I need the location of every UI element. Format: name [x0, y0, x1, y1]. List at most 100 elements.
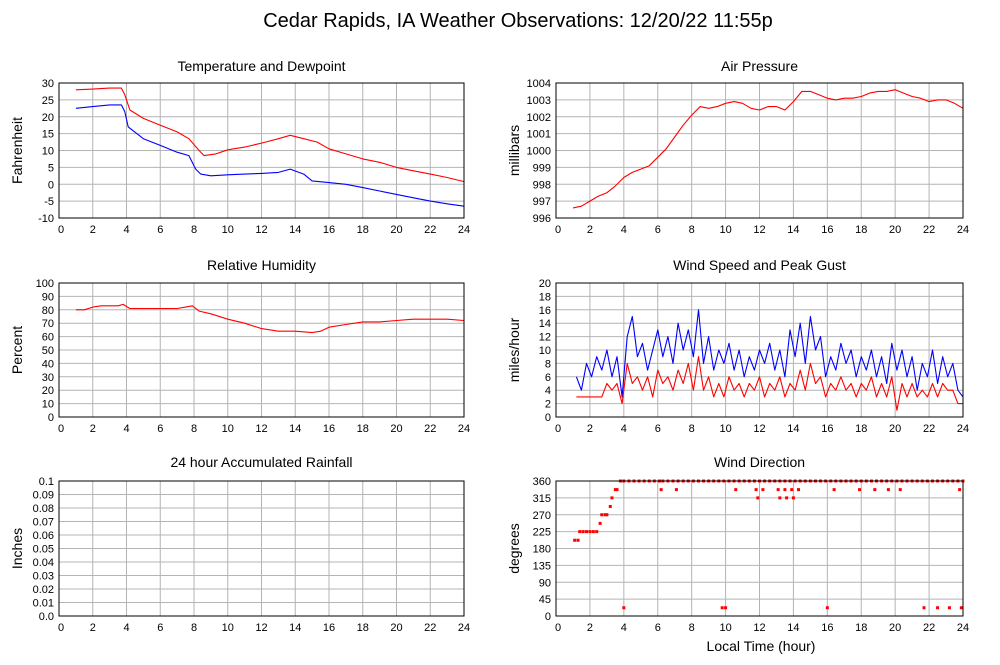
- dir-point: [595, 530, 599, 534]
- rain-y-tick-label: 0.04: [33, 557, 54, 569]
- temp-y-tick-label: 0: [48, 179, 54, 191]
- dir-x-tick-label: 4: [621, 622, 627, 634]
- wind-y-tick-label: 6: [545, 372, 551, 384]
- rain-x-tick-label: 8: [191, 622, 197, 634]
- rh-x-tick-label: 4: [123, 423, 129, 435]
- dir-point: [936, 606, 940, 610]
- dir-point: [588, 530, 592, 534]
- dir-y-tick-label: 225: [533, 527, 551, 539]
- dir-point: [720, 606, 724, 610]
- temp-frame: [58, 82, 465, 219]
- rain-x-tick-label: 14: [289, 622, 301, 634]
- temp-x-tick-label: 24: [458, 224, 470, 236]
- temp-x-tick-label: 22: [424, 224, 436, 236]
- temp-x-tick-label: 20: [390, 224, 402, 236]
- pres-y-tick-label: 1000: [527, 146, 551, 158]
- dir-point: [858, 488, 862, 492]
- dir-point: [947, 606, 951, 610]
- pres-title: Air Pressure: [721, 58, 798, 74]
- rain-x-tick-label: 10: [222, 622, 234, 634]
- rain-x-tick-label: 18: [357, 622, 369, 634]
- temp-series-line-1: [75, 104, 465, 207]
- pres-x-tick-label: 0: [555, 224, 561, 236]
- wind-y-tick-label: 18: [539, 291, 551, 303]
- dir-x-tick-label: 6: [655, 622, 661, 634]
- rh-x-tick-label: 22: [424, 423, 436, 435]
- rain-x-tick-label: 2: [90, 622, 96, 634]
- rain-y-tick-label: 0.08: [33, 503, 54, 515]
- rh-y-tick-label: 0: [48, 412, 54, 424]
- x-axis-label: Local Time (hour): [707, 638, 816, 654]
- pres-x-tick-label: 16: [821, 224, 833, 236]
- dir-point: [615, 488, 619, 492]
- dir-y-tick-label: 45: [539, 594, 551, 606]
- dir-x-tick-label: 14: [787, 622, 799, 634]
- pres-y-axis-label: millibars: [506, 125, 522, 176]
- wind-y-tick-label: 4: [545, 385, 551, 397]
- wind-y-tick-label: 10: [539, 345, 551, 357]
- dir-point: [576, 538, 580, 542]
- pres-y-tick-label: 1004: [527, 78, 551, 90]
- dir-point: [922, 606, 926, 610]
- temp-x-tick-label: 2: [90, 224, 96, 236]
- rh-x-tick-label: 12: [255, 423, 267, 435]
- dir-point: [674, 488, 678, 492]
- pres-x-tick-label: 6: [655, 224, 661, 236]
- wind-series-line-1: [576, 356, 963, 411]
- wind-series-line-0: [575, 309, 964, 398]
- pres-x-tick-label: 10: [719, 224, 731, 236]
- rain-y-tick-label: 0.01: [33, 598, 54, 610]
- dir-x-tick-label: 18: [855, 622, 867, 634]
- rh-y-tick-label: 80: [42, 305, 54, 317]
- temp-x-tick-label: 18: [357, 224, 369, 236]
- pres-x-tick-label: 4: [621, 224, 627, 236]
- dir-point: [756, 496, 760, 500]
- pres-x-tick-label: 18: [855, 224, 867, 236]
- dir-point: [598, 521, 602, 525]
- wind-x-tick-label: 4: [621, 423, 627, 435]
- pres-x-tick-label: 14: [787, 224, 799, 236]
- wind-x-tick-label: 10: [719, 423, 731, 435]
- dir-title: Wind Direction: [714, 454, 805, 470]
- rh-y-tick-label: 100: [36, 278, 54, 290]
- dir-point: [724, 606, 728, 610]
- pres-series-line-0: [572, 89, 964, 209]
- dir-point: [610, 496, 614, 500]
- pres-x-tick-label: 20: [889, 224, 901, 236]
- temp-y-tick-label: 15: [42, 129, 54, 141]
- rain-y-axis-label: Inches: [9, 528, 25, 569]
- rain-panel: 2 4 6 8 10 12 14 16 18 20 22 2400.00.010.020.030.04…: [9, 454, 470, 634]
- temp-x-tick-label: 14: [289, 224, 301, 236]
- rain-x-tick-label: 12: [255, 622, 267, 634]
- rh-x-tick-label: 18: [357, 423, 369, 435]
- wind-y-tick-label: 0: [545, 412, 551, 424]
- dir-frame: [555, 480, 964, 617]
- rain-y-tick-label: 0.07: [33, 517, 54, 529]
- wind-x-tick-label: 20: [889, 423, 901, 435]
- rain-title: 24 hour Accumulated Rainfall: [170, 454, 352, 470]
- dir-point: [734, 488, 738, 492]
- pres-y-tick-label: 997: [533, 196, 551, 208]
- temp-x-tick-label: 10: [222, 224, 234, 236]
- dir-point: [825, 606, 829, 610]
- dir-y-tick-label: 180: [533, 544, 551, 556]
- dir-x-tick-label: 22: [923, 622, 935, 634]
- temp-x-tick-label: 16: [323, 224, 335, 236]
- pres-x-tick-label: 8: [689, 224, 695, 236]
- rain-x-tick-label: 22: [424, 622, 436, 634]
- pres-y-tick-label: 1001: [527, 129, 551, 141]
- dir-x-tick-label: 12: [753, 622, 765, 634]
- dir-point: [873, 488, 877, 492]
- rain-x-tick-label: 24: [458, 622, 470, 634]
- dir-point: [659, 488, 663, 492]
- dir-point: [778, 496, 782, 500]
- rh-x-tick-label: 2: [90, 423, 96, 435]
- dir-point: [603, 513, 607, 517]
- dir-point: [754, 488, 758, 492]
- dir-x-tick-label: 2: [587, 622, 593, 634]
- rh-x-tick-label: 0: [58, 423, 64, 435]
- rh-frame: [58, 282, 465, 418]
- rh-y-tick-label: 40: [42, 358, 54, 370]
